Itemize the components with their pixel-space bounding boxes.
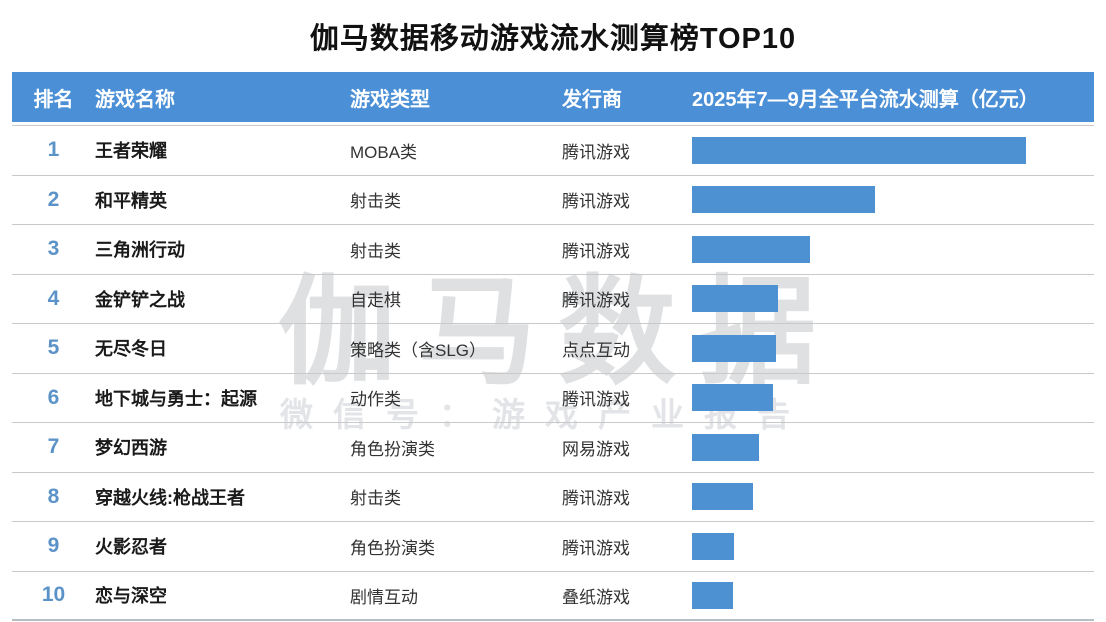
- page-title: 伽马数据移动游戏流水测算榜TOP10: [309, 23, 797, 55]
- revenue-bar-cell: [692, 176, 1094, 225]
- publisher-cell: 腾讯游戏: [562, 192, 630, 212]
- publisher-cell: 腾讯游戏: [562, 538, 630, 558]
- revenue-bar-cell: [692, 324, 1094, 373]
- table-row: 10 恋与深空 剧情互动 叠纸游戏: [12, 572, 1094, 621]
- game-type-cell: 角色扮演类: [350, 439, 435, 459]
- revenue-bar: [692, 136, 1026, 164]
- revenue-bar: [692, 186, 875, 214]
- revenue-bar-cell: [692, 275, 1094, 324]
- revenue-bar-cell: [692, 473, 1094, 522]
- publisher-cell: 腾讯游戏: [562, 489, 630, 509]
- revenue-bar: [692, 384, 773, 412]
- game-type-cell: 剧情互动: [350, 587, 418, 607]
- revenue-bar-cell: [692, 572, 1094, 620]
- game-name-cell: 王者荣耀: [95, 141, 167, 162]
- publisher-cell: 叠纸游戏: [562, 587, 630, 607]
- game-name-cell: 穿越火线:枪战王者: [95, 487, 245, 508]
- game-name-cell: 和平精英: [95, 190, 167, 211]
- header-revenue-estimate: 2025年7—9月全平台流水测算（亿元）: [692, 88, 1039, 111]
- game-type-cell: 动作类: [350, 390, 401, 410]
- revenue-bar-cell: [692, 374, 1094, 423]
- publisher-cell: 网易游戏: [562, 439, 630, 459]
- rank-cell: 8: [47, 484, 60, 508]
- publisher-cell: 腾讯游戏: [562, 390, 630, 410]
- revenue-bar: [692, 532, 734, 560]
- rank-cell: 5: [47, 336, 60, 360]
- rank-cell: 2: [47, 187, 60, 211]
- table-row: 8 穿越火线:枪战王者 射击类 腾讯游戏: [12, 473, 1094, 522]
- rank-cell: 6: [47, 385, 60, 409]
- revenue-bar: [692, 483, 753, 511]
- rank-cell: 10: [41, 583, 66, 607]
- revenue-bar: [692, 433, 759, 461]
- header-publisher: 发行商: [562, 88, 622, 111]
- rank-cell: 3: [47, 237, 60, 261]
- table-row: 2 和平精英 射击类 腾讯游戏: [12, 176, 1094, 225]
- table-row: 6 地下城与勇士：起源 动作类 腾讯游戏: [12, 374, 1094, 423]
- game-type-cell: 射击类: [350, 489, 401, 509]
- header-game-type: 游戏类型: [350, 88, 430, 111]
- table-row: 1 王者荣耀 MOBA类 腾讯游戏: [12, 126, 1094, 176]
- publisher-cell: 点点互动: [562, 340, 630, 360]
- revenue-bar-cell: [692, 522, 1094, 571]
- revenue-bar: [692, 285, 778, 313]
- table-row: 7 梦幻西游 角色扮演类 网易游戏: [12, 423, 1094, 473]
- revenue-bar-cell: [692, 225, 1094, 274]
- table-row: 5 无尽冬日 策略类（含SLG） 点点互动: [12, 324, 1094, 374]
- game-type-cell: 自走棋: [350, 291, 401, 311]
- game-name-cell: 三角洲行动: [95, 240, 185, 261]
- revenue-bar-cell: [692, 126, 1094, 175]
- game-type-cell: 射击类: [350, 192, 401, 212]
- table-row: 3 三角洲行动 射击类 腾讯游戏: [12, 225, 1094, 275]
- game-name-cell: 恋与深空: [95, 586, 167, 607]
- table-row: 9 火影忍者 角色扮演类 腾讯游戏: [12, 522, 1094, 572]
- game-type-cell: 射击类: [350, 241, 401, 261]
- game-type-cell: 角色扮演类: [350, 538, 435, 558]
- revenue-bar: [692, 581, 733, 609]
- table-header-row: 排名 游戏名称 游戏类型 发行商 2025年7—9月全平台流水测算（亿元）: [12, 72, 1094, 122]
- header-game-name: 游戏名称: [95, 88, 175, 111]
- game-name-cell: 火影忍者: [95, 537, 167, 558]
- revenue-bar: [692, 235, 810, 263]
- game-name-cell: 地下城与勇士：起源: [95, 388, 257, 409]
- publisher-cell: 腾讯游戏: [562, 291, 630, 311]
- rank-cell: 4: [47, 286, 60, 310]
- revenue-bar: [692, 334, 776, 362]
- rank-cell: 7: [47, 435, 60, 459]
- publisher-cell: 腾讯游戏: [562, 241, 630, 261]
- header-rank: 排名: [33, 88, 74, 111]
- game-type-cell: 策略类（含SLG）: [350, 340, 487, 360]
- rank-cell: 9: [47, 534, 60, 558]
- game-name-cell: 金铲铲之战: [95, 289, 185, 310]
- rank-cell: 1: [47, 138, 60, 162]
- publisher-cell: 腾讯游戏: [562, 142, 630, 162]
- game-name-cell: 梦幻西游: [95, 438, 167, 459]
- game-type-cell: MOBA类: [350, 142, 418, 162]
- ranking-table: 排名 游戏名称 游戏类型 发行商 2025年7—9月全平台流水测算（亿元） 1 …: [12, 72, 1094, 621]
- revenue-bar-cell: [692, 423, 1094, 472]
- table-row: 4 金铲铲之战 自走棋 腾讯游戏: [12, 275, 1094, 324]
- table-body: 1 王者荣耀 MOBA类 腾讯游戏 2 和平精英 射击类 腾讯游戏 3 三角洲行…: [12, 125, 1094, 621]
- game-name-cell: 无尽冬日: [95, 339, 167, 360]
